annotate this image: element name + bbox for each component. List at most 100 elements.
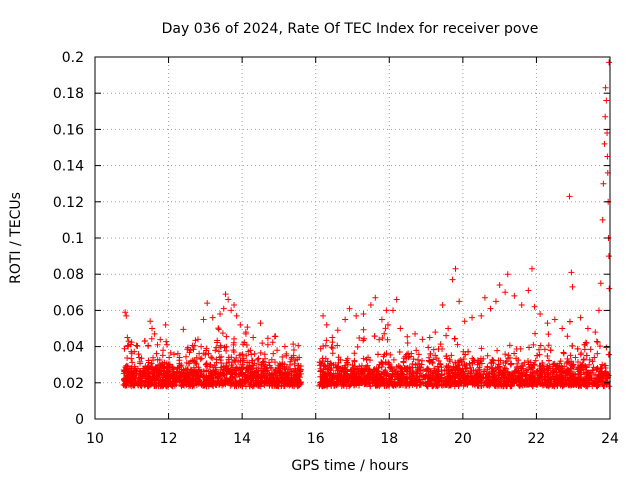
- cloud-point: [195, 381, 202, 388]
- cloud-point: [394, 375, 401, 382]
- cloud-point: [570, 374, 577, 381]
- cloud-point: [416, 360, 423, 367]
- cloud-point: [475, 374, 482, 381]
- cloud-point: [375, 368, 382, 375]
- x-tick-label: 20: [454, 431, 472, 447]
- cloud-point: [376, 336, 383, 343]
- cloud-point: [603, 344, 610, 351]
- cloud-point: [183, 375, 190, 382]
- cloud-point: [189, 357, 196, 364]
- cloud-point: [489, 356, 496, 363]
- data-point: [592, 329, 599, 336]
- cloud-point: [560, 350, 567, 357]
- cloud-point: [192, 337, 199, 344]
- cloud-point: [524, 381, 531, 388]
- cloud-point: [477, 355, 484, 362]
- cloud-point: [500, 367, 507, 374]
- cloud-point: [164, 380, 171, 387]
- cloud-point: [198, 343, 205, 350]
- cloud-point: [197, 356, 204, 363]
- data-point: [602, 84, 609, 91]
- cloud-point: [404, 333, 411, 340]
- cloud-point: [583, 352, 590, 359]
- cloud-point: [221, 344, 228, 351]
- cloud-point: [350, 380, 357, 387]
- cloud-point: [180, 326, 187, 333]
- cloud-point: [490, 373, 497, 380]
- cloud-point: [202, 377, 209, 384]
- cloud-point: [524, 377, 531, 384]
- cloud-point: [262, 367, 269, 374]
- cloud-point: [328, 372, 335, 379]
- cloud-point: [364, 372, 371, 379]
- cloud-point: [536, 362, 543, 369]
- cloud-point: [414, 356, 421, 363]
- cloud-point: [426, 374, 433, 381]
- cloud-point: [582, 363, 589, 370]
- cloud-point: [198, 355, 205, 362]
- cloud-point: [578, 362, 585, 369]
- y-tick-label: 0: [75, 412, 84, 428]
- cloud-point: [451, 335, 458, 342]
- data-point: [511, 292, 518, 299]
- data-point: [412, 330, 419, 337]
- cloud-point: [253, 368, 260, 375]
- cloud-point: [219, 330, 226, 337]
- data-point: [204, 300, 211, 307]
- cloud-point: [409, 364, 416, 371]
- cloud-point: [323, 337, 330, 344]
- cloud-point: [507, 361, 514, 368]
- cloud-point: [572, 354, 579, 361]
- cloud-point: [128, 339, 135, 346]
- cloud-point: [399, 370, 406, 377]
- y-tick-label: 0.18: [53, 86, 84, 102]
- cloud-point: [502, 359, 509, 366]
- cloud-point: [231, 367, 238, 374]
- cloud-point: [545, 357, 552, 364]
- cloud-point: [120, 381, 127, 388]
- cloud-point: [274, 381, 281, 388]
- cloud-point: [244, 324, 251, 331]
- cloud-point: [573, 382, 580, 389]
- cloud-point: [211, 370, 218, 377]
- cloud-point: [271, 377, 278, 384]
- cloud-point: [347, 367, 354, 374]
- cloud-point: [555, 366, 562, 373]
- cloud-point: [290, 346, 297, 353]
- data-point: [439, 301, 446, 308]
- cloud-point: [295, 381, 302, 388]
- data-point: [559, 325, 566, 332]
- cloud-point: [553, 375, 560, 382]
- cloud-point: [265, 370, 272, 377]
- cloud-point: [247, 372, 254, 379]
- cloud-point: [195, 364, 202, 371]
- cloud-point: [484, 352, 491, 359]
- cloud-point: [497, 378, 504, 385]
- cloud-point: [366, 366, 373, 373]
- cloud-point: [534, 352, 541, 359]
- cloud-point: [145, 343, 152, 350]
- cloud-point: [230, 341, 237, 348]
- cloud-point: [376, 361, 383, 368]
- data-point: [149, 325, 156, 332]
- cloud-point: [151, 369, 158, 376]
- data-point: [378, 316, 385, 323]
- cloud-point: [379, 335, 386, 342]
- data-point: [342, 316, 349, 323]
- cloud-point: [559, 367, 566, 374]
- axis-ticks: 10 12 14 16 18 20 22 24 0 0.02 0.04 0.06 0.08 0.1 0.12…: [53, 50, 619, 447]
- cloud-point: [580, 356, 587, 363]
- cloud-point: [515, 357, 522, 364]
- cloud-point: [353, 376, 360, 383]
- data-point: [595, 307, 602, 314]
- cloud-point: [212, 364, 219, 371]
- data-point: [222, 291, 229, 298]
- cloud-point: [162, 321, 169, 328]
- cloud-point: [316, 359, 323, 366]
- cloud-point: [527, 371, 534, 378]
- cloud-point: [169, 368, 176, 375]
- cloud-point: [586, 361, 593, 368]
- cloud-point: [279, 354, 286, 361]
- cloud-point: [558, 372, 565, 379]
